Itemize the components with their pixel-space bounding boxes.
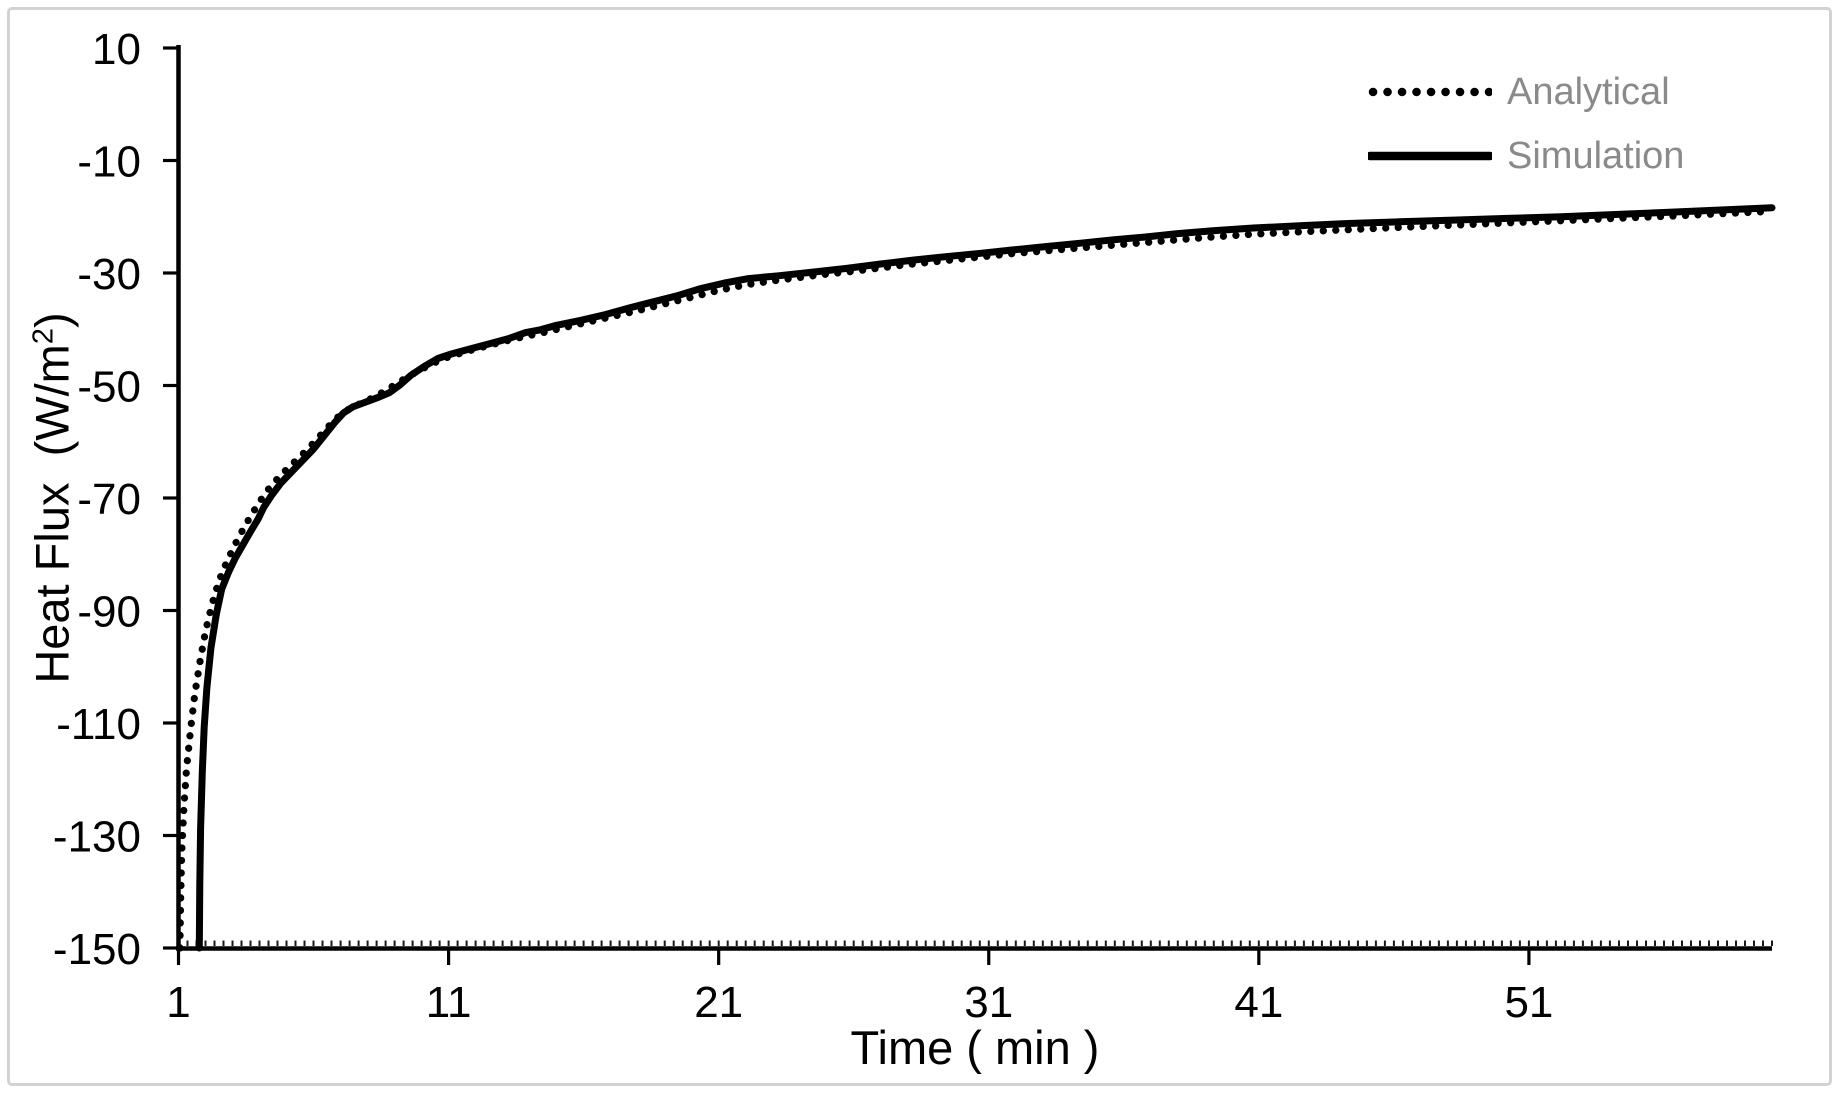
y-tick-label: -130	[53, 813, 141, 862]
y-axis-title: Heat Flux (W/m2)	[25, 312, 80, 683]
x-axis-minor-ticks	[177, 940, 1773, 946]
x-tick-label: 21	[694, 978, 743, 1027]
legend-label-analytical: Analytical	[1507, 70, 1670, 113]
y-tick-label: -90	[77, 588, 141, 637]
x-tick-label: 1	[166, 978, 190, 1027]
legend-item-simulation: Simulation	[1368, 124, 1684, 188]
legend-label-simulation: Simulation	[1507, 134, 1685, 177]
x-tick-label: 11	[426, 978, 472, 1027]
y-axis-title-close: )	[25, 312, 79, 328]
y-tick-label: -30	[77, 250, 141, 299]
y-tick-label: 10	[92, 25, 141, 74]
x-tick-label: 51	[1504, 978, 1553, 1027]
y-tick-label: -150	[53, 925, 141, 974]
x-tick-label: 31	[964, 978, 1013, 1027]
y-tick-label: -50	[77, 363, 141, 412]
legend-item-analytical: Analytical	[1368, 60, 1684, 124]
y-tick-label: -10	[77, 138, 141, 187]
y-axis-title-superscript: 2	[27, 327, 60, 345]
x-axis-title: Time ( min )	[850, 1021, 1100, 1074]
y-axis-title-text: Heat Flux (W/m	[25, 344, 79, 684]
legend: Analytical Simulation	[1368, 60, 1684, 188]
dotted-line-swatch-icon	[1368, 87, 1492, 97]
y-tick-label: -70	[77, 475, 141, 524]
series-line-analytical	[176, 208, 1768, 952]
series-line-simulation	[195, 204, 1776, 952]
solid-line-swatch-icon	[1368, 151, 1492, 161]
x-tick-label: 41	[1234, 978, 1283, 1027]
y-tick-label: -110	[56, 700, 141, 749]
